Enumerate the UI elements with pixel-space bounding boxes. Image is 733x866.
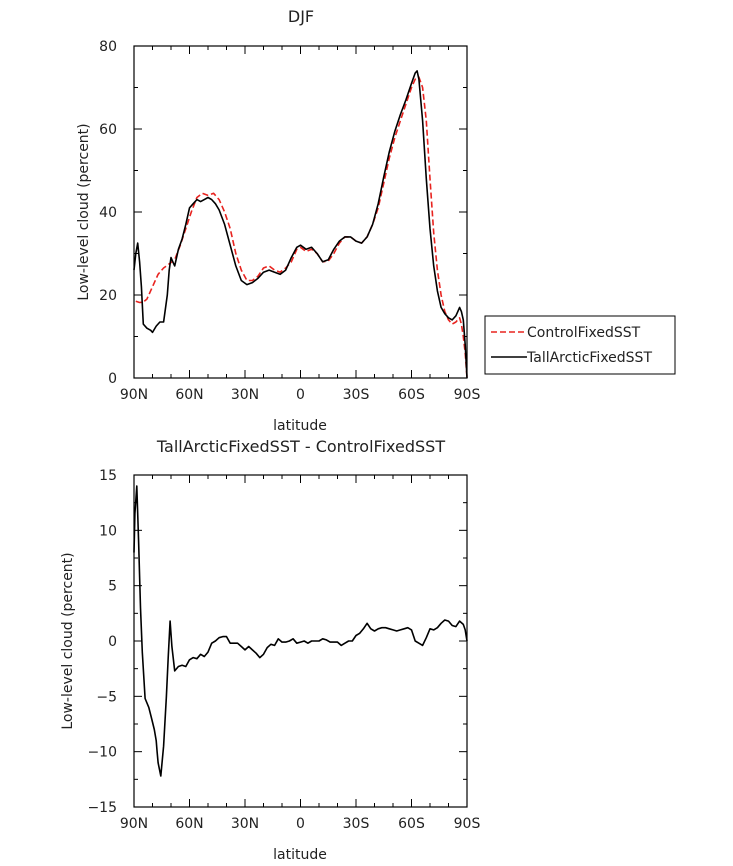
top-series-lines <box>133 70 468 379</box>
bottom-x-axis-label: latitude <box>273 847 327 863</box>
bottom-panel: TallArcticFixedSST - ControlFixedSST 90N… <box>60 437 480 863</box>
y-tick-label: 10 <box>99 523 117 539</box>
x-tick-label: 30S <box>343 387 370 403</box>
y-tick-label: 5 <box>108 579 117 595</box>
top-chart-title: DJF <box>288 7 314 26</box>
x-tick-label: 90S <box>454 387 481 403</box>
x-tick-label: 30N <box>231 387 259 403</box>
x-tick-label: 60N <box>175 816 203 832</box>
series-line-tallarcticfixedsst <box>133 70 468 379</box>
legend: ControlFixedSST TallArcticFixedSST <box>484 315 676 375</box>
y-tick-label: −10 <box>87 745 117 761</box>
legend-label-control: ControlFixedSST <box>527 325 641 341</box>
y-tick-label: 0 <box>108 634 117 650</box>
top-ticks: 90N 60N 30N 0 30S 60S 90S 0 20 40 60 80 <box>99 39 480 403</box>
x-tick-label: 90N <box>120 816 148 832</box>
x-tick-label: 90S <box>454 816 481 832</box>
y-tick-label: 40 <box>99 205 117 221</box>
top-plot-frame <box>133 45 468 379</box>
y-tick-label: 0 <box>108 371 117 387</box>
y-tick-label: −15 <box>87 800 117 816</box>
x-tick-label: 0 <box>296 387 305 403</box>
y-tick-label: −5 <box>96 689 117 705</box>
x-tick-label: 30N <box>231 816 259 832</box>
bottom-series-lines <box>133 485 468 777</box>
bottom-y-axis-label: Low-level cloud (percent) <box>60 552 76 729</box>
legend-label-tallarctic: TallArcticFixedSST <box>526 350 652 366</box>
legend-box <box>484 315 676 375</box>
x-tick-label: 0 <box>296 816 305 832</box>
bottom-chart-title: TallArcticFixedSST - ControlFixedSST <box>156 437 445 456</box>
top-x-axis-label: latitude <box>273 418 327 434</box>
y-tick-label: 80 <box>99 39 117 55</box>
x-tick-label: 90N <box>120 387 148 403</box>
x-tick-label: 30S <box>343 816 370 832</box>
x-tick-label: 60S <box>398 387 425 403</box>
series-line-difference <box>133 485 468 777</box>
x-tick-label: 60N <box>175 387 203 403</box>
y-tick-label: 15 <box>99 468 117 484</box>
y-tick-label: 60 <box>99 122 117 138</box>
top-panel: DJF 90N 60N 30N 0 30S 60S 90S 0 20 40 60 80 latitud… <box>76 7 480 434</box>
y-tick-label: 20 <box>99 288 117 304</box>
x-tick-label: 60S <box>398 816 425 832</box>
bottom-plot-frame <box>133 474 468 808</box>
bottom-ticks: 90N 60N 30N 0 30S 60S 90S −15 −10 −5 0 5 10 15 <box>87 468 480 832</box>
top-y-axis-label: Low-level cloud (percent) <box>76 123 92 300</box>
